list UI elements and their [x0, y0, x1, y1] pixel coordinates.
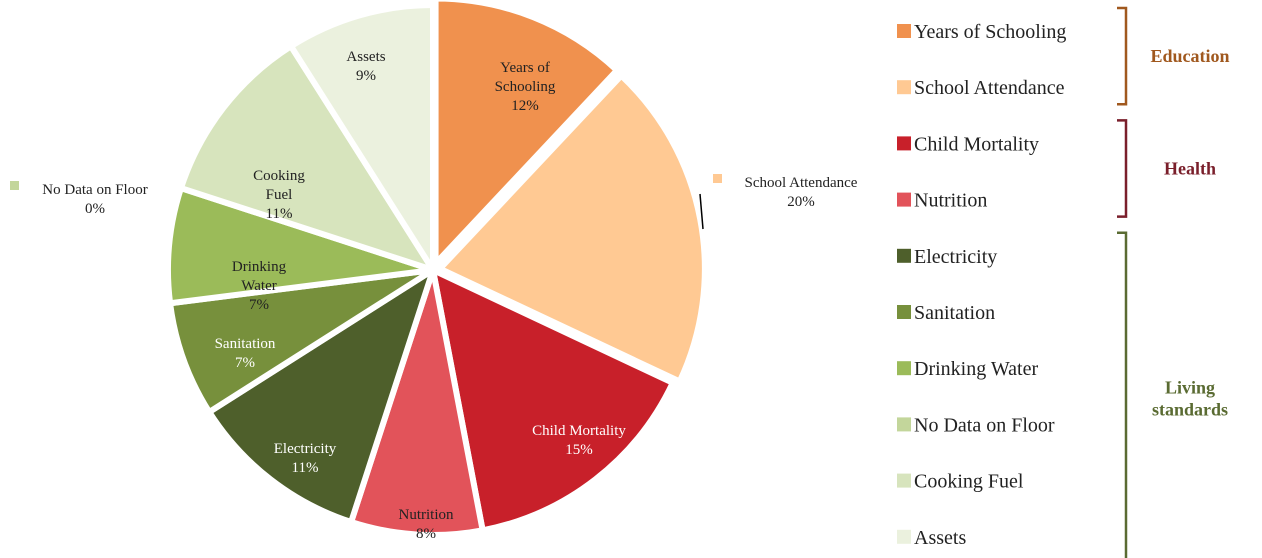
- legend-item-school-attendance: School Attendance: [897, 77, 1065, 99]
- slice-label-electricity: Electricity 11%: [274, 441, 337, 476]
- legend-swatch-school-attendance: [897, 80, 911, 95]
- legend-item-years-of-schooling: Years of Schooling: [897, 21, 1066, 43]
- legend-label-electricity: Electricity: [914, 246, 997, 268]
- slice-label-cooking-fuel: Cooking Fuel 11%: [253, 168, 305, 222]
- legend-label-assets: Assets: [914, 527, 966, 549]
- group-bracket-living-standards: [1117, 231, 1128, 558]
- group-label-health: Health: [1164, 159, 1216, 179]
- slice-label-school-attendance: School Attendance 20%: [745, 175, 858, 210]
- slice-label-years-of-schooling: Years of Schooling 12%: [495, 60, 556, 114]
- group-label-living-standards: Living standards: [1152, 377, 1228, 419]
- group-education: Education: [1117, 6, 1230, 106]
- legend-label-child-mortality: Child Mortality: [914, 133, 1039, 155]
- legend-label-no-data-on-floor: No Data on Floor: [914, 414, 1055, 436]
- legend-swatch-assets: [897, 529, 911, 544]
- slice-label-drinking-water: Drinking Water 7%: [232, 259, 287, 313]
- legend-label-years-of-schooling: Years of Schooling: [914, 21, 1066, 43]
- slice-label-no-data-on-floor: No Data on Floor 0%: [42, 182, 147, 217]
- pie-slice-cooking-fuel: [177, 42, 440, 276]
- pie-slice-nutrition: [347, 269, 487, 538]
- legend-label-cooking-fuel: Cooking Fuel: [914, 471, 1024, 493]
- slice-label-nutrition: Nutrition 8%: [399, 507, 454, 542]
- pie-slice-electricity: [205, 263, 439, 526]
- group-bracket-health: [1117, 119, 1128, 218]
- slice-label-child-mortality: Child Mortality 15%: [532, 423, 626, 458]
- pie-slice-child-mortality: [428, 264, 677, 534]
- label-marker-school-attendance: [713, 174, 722, 183]
- legend-item-drinking-water: Drinking Water: [897, 358, 1038, 380]
- pie-slice-school-attendance: [434, 71, 708, 386]
- group-label-education: Education: [1150, 46, 1229, 66]
- legend-item-sanitation: Sanitation: [897, 302, 995, 324]
- legend-swatch-child-mortality: [897, 136, 911, 151]
- group-health: Health: [1117, 119, 1216, 218]
- group-living-standards: Living standards: [1117, 231, 1228, 558]
- legend-swatch-drinking-water: [897, 361, 911, 376]
- slice-label-assets: Assets 9%: [346, 49, 385, 84]
- legend-label-sanitation: Sanitation: [914, 302, 995, 324]
- legend-item-electricity: Electricity: [897, 246, 997, 268]
- legend-item-cooking-fuel: Cooking Fuel: [897, 471, 1024, 493]
- legend-swatch-years-of-schooling: [897, 24, 911, 38]
- legend-label-drinking-water: Drinking Water: [914, 358, 1038, 380]
- label-marker-no-data-on-floor: [10, 181, 19, 190]
- group-bracket-education: [1117, 6, 1128, 106]
- legend-swatch-electricity: [897, 248, 911, 263]
- legend-swatch-no-data-on-floor: [897, 417, 911, 432]
- legend-label-school-attendance: School Attendance: [914, 77, 1065, 99]
- leader-line-school-attendance: [699, 193, 704, 230]
- legend-item-no-data-on-floor: No Data on Floor: [897, 414, 1055, 436]
- legend-swatch-cooking-fuel: [897, 473, 911, 488]
- legend-item-nutrition: Nutrition: [897, 190, 987, 212]
- legend: Years of Schooling School Attendance Child…: [897, 21, 1066, 549]
- legend-label-nutrition: Nutrition: [914, 190, 987, 212]
- pie-slice-years-of-schooling: [432, 0, 622, 272]
- slice-label-sanitation: Sanitation 7%: [215, 336, 276, 371]
- legend-item-assets: Assets: [897, 527, 966, 549]
- legend-swatch-sanitation: [897, 305, 911, 319]
- legend-item-child-mortality: Child Mortality: [897, 133, 1039, 155]
- pie-slice-assets: [286, 1, 436, 281]
- pie-slices: [165, 0, 708, 538]
- slice-labels: Years of Schooling 12% School Attendance 20%…: [10, 49, 858, 542]
- legend-swatch-nutrition: [897, 192, 911, 207]
- legend-groups: Education Health Living standards: [1117, 6, 1230, 558]
